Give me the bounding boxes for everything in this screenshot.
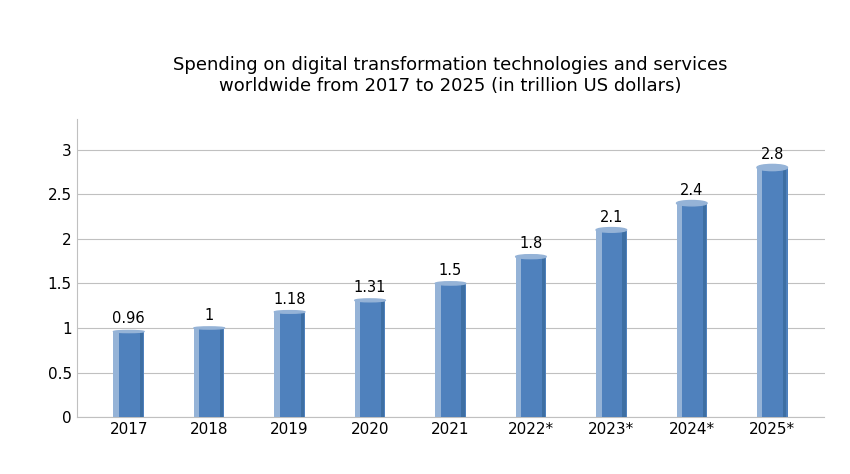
Bar: [596, 230, 626, 417]
Ellipse shape: [275, 310, 305, 313]
Bar: [677, 203, 707, 417]
Text: 2.4: 2.4: [680, 183, 704, 198]
Bar: [435, 283, 440, 417]
Bar: [194, 328, 224, 417]
Text: 1.18: 1.18: [274, 292, 306, 307]
Bar: [139, 331, 143, 417]
Bar: [381, 301, 384, 417]
Ellipse shape: [435, 282, 466, 285]
Ellipse shape: [194, 327, 224, 329]
Title: Spending on digital transformation technologies and services
worldwide from 2017: Spending on digital transformation techn…: [173, 56, 728, 95]
Text: 1.5: 1.5: [439, 263, 462, 278]
Bar: [354, 301, 360, 417]
Bar: [596, 230, 602, 417]
Bar: [275, 312, 305, 417]
Bar: [677, 203, 682, 417]
Bar: [354, 301, 385, 417]
Bar: [114, 331, 119, 417]
Ellipse shape: [516, 255, 547, 259]
Ellipse shape: [757, 164, 787, 171]
Ellipse shape: [114, 330, 144, 333]
Bar: [622, 230, 626, 417]
Text: 1.31: 1.31: [354, 280, 386, 295]
Bar: [783, 167, 786, 417]
Bar: [194, 328, 200, 417]
Ellipse shape: [354, 299, 385, 302]
Bar: [703, 203, 706, 417]
Bar: [114, 331, 144, 417]
Text: 1.8: 1.8: [519, 237, 542, 251]
Bar: [757, 167, 787, 417]
Bar: [541, 256, 545, 417]
Bar: [516, 256, 521, 417]
Text: 2.1: 2.1: [599, 210, 623, 225]
Bar: [435, 283, 466, 417]
Text: 2.8: 2.8: [761, 147, 784, 162]
Bar: [220, 328, 224, 417]
Bar: [275, 312, 280, 417]
Ellipse shape: [677, 201, 707, 206]
Bar: [516, 256, 547, 417]
Bar: [301, 312, 303, 417]
Bar: [462, 283, 465, 417]
Text: 0.96: 0.96: [112, 311, 145, 326]
Text: 1: 1: [205, 308, 214, 323]
Ellipse shape: [596, 228, 626, 232]
Bar: [757, 167, 762, 417]
